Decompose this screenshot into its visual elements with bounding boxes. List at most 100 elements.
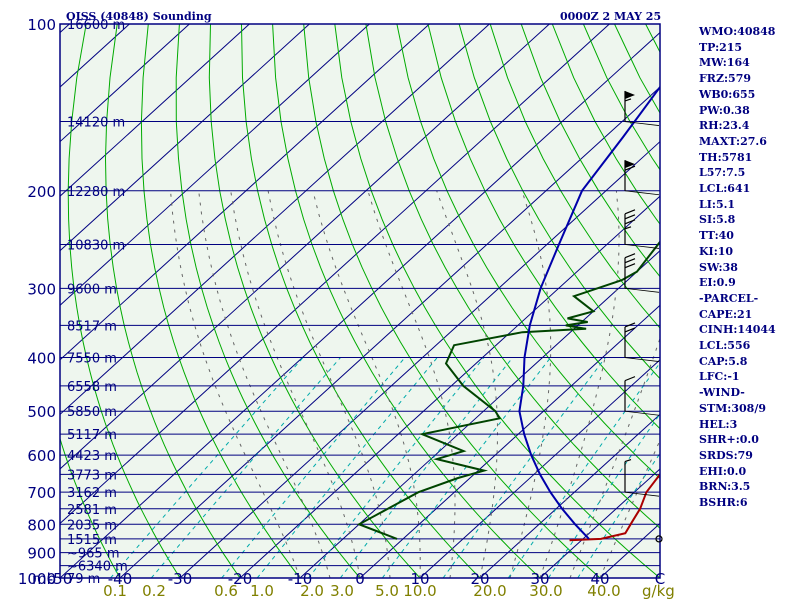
temperature-tick-label: 20 [470,570,489,588]
index-item: EI:0.9 [699,276,736,290]
dewpoint-profile [356,240,660,540]
isotherm-line [60,24,310,252]
mixing-ratio-tick-label: 30.0 [529,582,562,600]
index-item: -PARCEL- [699,291,759,305]
wind-barb [655,535,663,543]
pressure-tick-label: 500 [27,403,56,421]
isotherm-line [60,24,490,416]
index-item: TT:40 [699,229,734,243]
parcel-path [518,85,660,540]
isotherm-line [539,468,660,578]
index-item: SI:5.8 [699,213,736,227]
temperature-tick-label: 0 [355,570,365,588]
height-label: 16600 m [67,18,125,33]
index-item: CINH:14044 [699,323,776,337]
barb-flag [624,263,636,269]
temperature-tick-label: -20 [228,570,253,588]
index-item: HEL:3 [699,417,738,431]
wind-barb [624,253,660,293]
isotherm-line [60,24,250,197]
index-item: CAPE:21 [699,307,753,321]
barb-level-tick [624,244,660,249]
index-item: WMO:40848 [699,25,776,38]
height-label: 5850 m [67,405,117,420]
pressure-tick-label: 300 [27,280,56,298]
barb-level-tick [624,357,660,362]
height-label: 12280 m [67,185,125,200]
moist-adiabat-line [599,439,660,578]
wind-barb [624,90,660,126]
pressure-tick-label: 400 [27,350,56,368]
mixing-ratio-tick-label: 3.0 [330,582,354,600]
barb-flag [624,214,636,220]
index-item: TH:5781 [699,150,753,164]
isotherm-line [60,24,190,143]
wind-barb [624,459,660,497]
height-label: 8517 m [67,319,117,334]
barb-level-tick [624,121,660,126]
barb-level-tick [624,410,660,416]
index-item: L57:7.5 [699,166,746,180]
station-title: OISS (40848) Sounding [66,10,212,23]
moist-adiabat-line [569,336,660,578]
index-item: TP:215 [699,40,743,54]
height-label: 10830 m [67,238,125,253]
mixing-ratio-tick-label: 0.2 [142,582,166,600]
index-item: KI:10 [699,244,734,258]
index-item: BSHR:6 [699,496,748,510]
index-item: PW:0.38 [699,103,750,117]
temperature-tick-label: -10 [288,570,313,588]
barb-flag [624,165,636,171]
pressure-tick-label: 900 [27,545,56,563]
barb-pennant [625,160,635,169]
height-label: 6558 m [67,380,117,395]
sounding-time: 0000Z 2 MAY 25 [560,10,661,23]
mixing-ratio-tick-label: 40.0 [587,582,620,600]
mixing-ratio-tick-label: 20.0 [473,582,506,600]
barb-level-tick [624,287,660,293]
isotherm-line [479,413,660,578]
barb-flag [624,253,636,259]
isotherm-line [60,24,430,361]
barb-level-tick [624,190,660,196]
pressure-tick-label: 800 [27,516,56,534]
isotherm-line [299,250,660,578]
barb-level-tick [624,491,660,497]
temperature-tick-label: -40 [108,570,133,588]
barb-pennant [625,90,635,99]
height-label: 1515 m [67,533,117,548]
isotherm-line [60,24,370,306]
pressure-tick-label: 100 [27,16,56,34]
index-item: LI:5.1 [699,197,736,211]
index-item: WB0:655 [699,87,756,101]
isotherm-line [60,31,660,578]
barb-half-flag [624,98,632,102]
height-label: 7550 m [67,352,117,367]
index-item: CAP:5.8 [699,354,748,368]
mixing-ratio-tick-label: 1.0 [250,582,274,600]
pressure-unit-label: mb [32,570,56,588]
index-item: SHR+:0.0 [699,433,759,447]
height-label: 3773 m [67,468,117,483]
index-item: MW:164 [699,56,750,70]
mixing-ratio-tick-label: 0.1 [103,582,127,600]
isotherm-line [119,86,660,578]
moist-adiabat-line [539,190,620,578]
plot-area [60,24,660,578]
wind-barb [624,376,660,416]
pressure-tick-label: 200 [27,183,56,201]
index-item: LCL:556 [699,339,751,353]
isotherm-line [179,140,660,578]
moist-adiabat-line [198,190,331,578]
temperature-tick-label: -50 [48,570,73,588]
mixing-ratio-tick-label: 5.0 [375,582,399,600]
barb-flag [624,327,636,333]
height-label: 3162 m [67,486,117,501]
isotherm-line [239,195,660,578]
mixing-ratio-unit-label: g/kg [642,582,675,600]
pressure-tick-label: 1000 [18,570,56,588]
temperature-profile [569,472,660,542]
height-label: 14120 m [67,116,125,131]
barb-flag [624,219,636,225]
